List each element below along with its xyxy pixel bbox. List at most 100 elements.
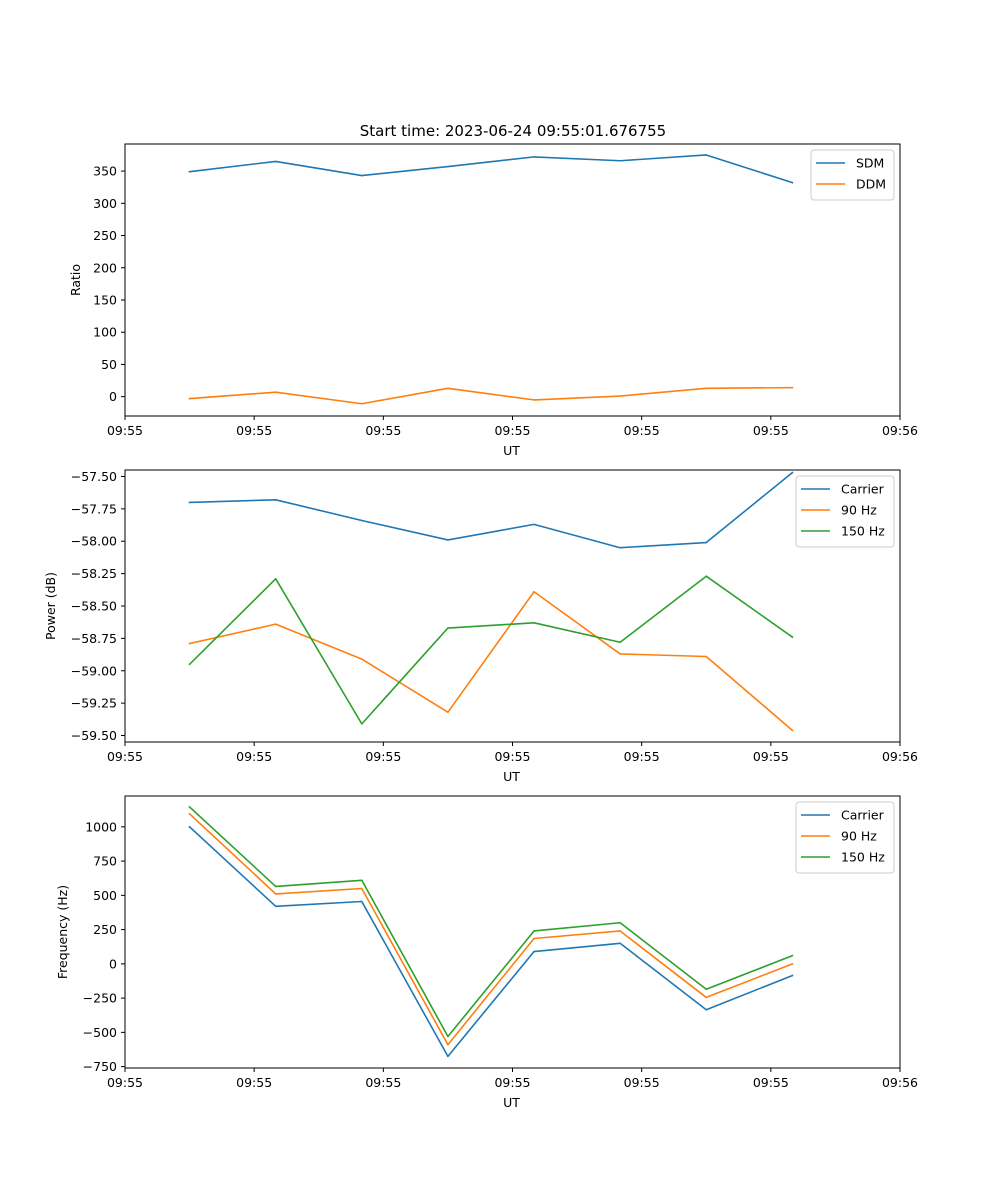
data-point: [619, 546, 621, 549]
data-point: [791, 963, 794, 965]
panel-3: 09:55 09:55 09:55 09:55 09:55 09:55 09:56 UT −75…: [55, 795, 918, 1110]
data-point: [274, 498, 277, 501]
series-line-2: [188, 812, 794, 1046]
y-tick-label: 750: [93, 854, 117, 869]
data-point: [188, 397, 191, 400]
data-point: [274, 885, 277, 888]
data-point: [533, 930, 535, 932]
y-axis-label: Power (dB): [43, 572, 58, 640]
y-tick-label: 0: [109, 389, 117, 404]
y-tick-label: −58.50: [71, 599, 117, 614]
data-point: [533, 523, 535, 526]
y-tick-label: 1000: [85, 819, 117, 834]
series-line-3: [188, 575, 794, 725]
data-point: [619, 653, 621, 655]
legend-label: 90 Hz: [841, 829, 877, 844]
x-tick-label: 09:55: [624, 749, 660, 764]
y-tick-label: 300: [93, 196, 117, 211]
y-tick-label: 250: [93, 228, 117, 243]
x-tick-label: 09:55: [494, 1075, 530, 1090]
data-point: [274, 905, 277, 908]
x-tick-label: 09:55: [107, 1075, 143, 1090]
data-point: [791, 974, 794, 977]
data-point: [188, 501, 191, 504]
x-tick-label: 09:55: [365, 749, 401, 764]
legend-label: DDM: [856, 177, 886, 192]
data-point: [705, 575, 708, 578]
data-point: [791, 729, 794, 732]
figure-title: Start time: 2023-06-24 09:55:01.676755: [360, 122, 666, 140]
data-point: [361, 174, 363, 177]
x-tick-label: 09:56: [882, 749, 918, 764]
data-point: [361, 900, 363, 903]
data-point: [274, 578, 277, 580]
y-tick-label: −250: [83, 991, 117, 1006]
data-point: [361, 887, 363, 890]
x-tick-label: 09:56: [882, 423, 918, 438]
data-point: [188, 642, 191, 645]
series-line-3: [188, 805, 794, 1038]
x-tick-label: 09:55: [753, 749, 789, 764]
data-point: [791, 954, 794, 957]
data-point: [705, 996, 708, 999]
y-tick-label: −58.25: [71, 566, 117, 581]
data-point: [533, 590, 535, 593]
data-point: [619, 641, 621, 644]
x-tick-label: 09:55: [236, 749, 272, 764]
y-axis-label: Ratio: [68, 264, 83, 296]
legend-box: [795, 801, 895, 874]
y-tick-label: 0: [109, 956, 117, 971]
data-point: [447, 627, 449, 629]
data-point: [619, 930, 621, 932]
data-point: [447, 165, 449, 168]
data-point: [533, 399, 535, 401]
x-tick-label: 09:55: [624, 1075, 660, 1090]
data-point: [447, 539, 449, 541]
x-tick-label: 09:55: [236, 1075, 272, 1090]
legend-label: Carrier: [841, 482, 885, 497]
data-point: [705, 655, 708, 658]
data-point: [619, 159, 621, 162]
data-point: [274, 391, 277, 393]
legend-label: Carrier: [841, 808, 885, 823]
x-tick-label: 09:55: [494, 423, 530, 438]
y-tick-label: 250: [93, 922, 117, 937]
y-tick-label: 100: [93, 325, 117, 340]
data-point: [533, 156, 535, 158]
data-point: [188, 806, 191, 808]
panel-1: 09:55 09:55 09:55 09:55 09:55 09:55 09:56 UT 0 50…: [68, 143, 918, 458]
legend-label: SDM: [856, 156, 884, 171]
x-tick-label: 09:56: [882, 1075, 918, 1090]
data-point: [188, 170, 191, 173]
data-point: [533, 622, 535, 624]
data-point: [705, 387, 708, 390]
data-point: [361, 658, 363, 660]
y-axis-label: Frequency (Hz): [55, 885, 70, 979]
data-point: [791, 181, 794, 184]
y-tick-label: 500: [93, 888, 117, 903]
data-point: [361, 402, 363, 405]
x-tick-label: 09:55: [236, 423, 272, 438]
data-point: [447, 711, 449, 714]
x-tick-label: 09:55: [494, 749, 530, 764]
legend-label: 150 Hz: [841, 524, 885, 539]
data-point: [705, 1008, 708, 1011]
y-tick-label: −500: [83, 1025, 117, 1040]
y-tick-label: −57.50: [71, 469, 117, 484]
data-point: [619, 395, 621, 397]
data-point: [705, 988, 708, 991]
y-tick-label: −750: [83, 1059, 117, 1074]
data-point: [188, 826, 191, 828]
y-tick-label: −57.75: [71, 501, 117, 516]
series-line-1: [188, 471, 794, 549]
data-point: [705, 541, 708, 544]
legend-label: 90 Hz: [841, 503, 877, 518]
x-axis-label: UT: [503, 769, 520, 784]
x-axis-label: UT: [503, 1095, 520, 1110]
series-line-1: [188, 154, 794, 184]
data-point: [533, 937, 535, 940]
data-point: [361, 723, 363, 725]
y-tick-label: −58.75: [71, 631, 117, 646]
series-line-1: [188, 825, 794, 1058]
